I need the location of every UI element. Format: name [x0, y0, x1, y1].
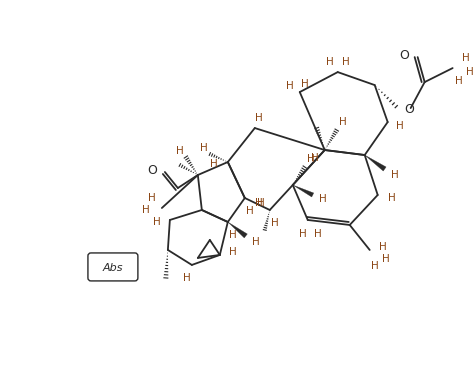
- Polygon shape: [365, 155, 386, 171]
- Text: H: H: [183, 273, 191, 283]
- Text: H: H: [142, 205, 150, 215]
- Text: H: H: [257, 198, 265, 208]
- FancyBboxPatch shape: [88, 253, 138, 281]
- Text: H: H: [148, 193, 156, 203]
- Text: H: H: [379, 242, 386, 252]
- Text: O: O: [405, 102, 414, 116]
- Text: H: H: [311, 153, 319, 163]
- Polygon shape: [293, 185, 314, 197]
- Text: H: H: [271, 218, 279, 228]
- Text: H: H: [391, 170, 399, 180]
- Text: H: H: [301, 79, 308, 89]
- Text: H: H: [252, 237, 260, 247]
- Text: H: H: [466, 67, 473, 77]
- Text: O: O: [147, 163, 157, 177]
- Text: H: H: [286, 81, 294, 91]
- Text: H: H: [462, 53, 470, 63]
- Text: H: H: [255, 113, 263, 123]
- Text: H: H: [371, 261, 378, 271]
- Text: Abs: Abs: [103, 263, 123, 273]
- Text: H: H: [229, 230, 236, 240]
- Text: H: H: [210, 159, 218, 169]
- Text: H: H: [455, 76, 463, 86]
- Text: H: H: [200, 143, 208, 153]
- Text: H: H: [388, 193, 395, 203]
- Text: H: H: [307, 154, 315, 164]
- Text: H: H: [382, 254, 390, 264]
- Text: H: H: [339, 117, 347, 127]
- Text: H: H: [326, 57, 333, 67]
- Text: H: H: [342, 57, 350, 67]
- Text: H: H: [153, 217, 161, 227]
- Text: H: H: [314, 229, 322, 239]
- Text: H: H: [319, 194, 327, 204]
- Text: O: O: [399, 49, 409, 62]
- Text: H: H: [176, 146, 184, 156]
- Text: H: H: [229, 247, 236, 257]
- Text: H: H: [299, 229, 307, 239]
- Text: H: H: [396, 121, 403, 131]
- Text: H: H: [255, 198, 263, 208]
- Polygon shape: [228, 222, 247, 238]
- Text: H: H: [246, 206, 254, 216]
